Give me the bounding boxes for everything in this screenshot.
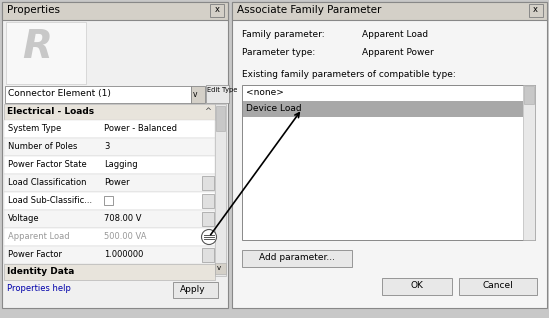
Text: Associate Family Parameter: Associate Family Parameter — [237, 5, 382, 15]
Bar — [4, 156, 215, 174]
Text: v: v — [217, 265, 221, 271]
Bar — [173, 282, 218, 298]
Text: Family parameter:: Family parameter: — [242, 30, 324, 39]
Bar — [5, 86, 191, 103]
Bar — [215, 263, 226, 274]
Text: Add parameter...: Add parameter... — [259, 253, 335, 262]
Text: Electrical - Loads: Electrical - Loads — [7, 107, 94, 116]
Bar — [232, 2, 547, 20]
Bar — [4, 138, 215, 156]
Bar — [202, 194, 214, 208]
Text: Edit Type: Edit Type — [207, 87, 237, 93]
Bar — [2, 2, 228, 308]
Bar — [191, 86, 205, 103]
Bar — [4, 264, 215, 280]
Bar — [210, 4, 224, 17]
Text: 3: 3 — [104, 142, 109, 151]
Bar — [529, 4, 543, 17]
Bar — [215, 104, 226, 276]
Bar — [4, 120, 215, 138]
Bar — [216, 106, 225, 131]
Bar — [4, 228, 215, 246]
Text: Power: Power — [104, 178, 130, 187]
Text: Voltage: Voltage — [8, 214, 40, 223]
Text: Device Load: Device Load — [246, 104, 301, 113]
Bar — [202, 212, 214, 226]
Bar — [524, 86, 534, 104]
Bar — [4, 192, 215, 210]
Text: <none>: <none> — [246, 88, 284, 97]
Bar — [2, 2, 228, 20]
Bar — [4, 210, 215, 228]
Bar — [243, 101, 523, 117]
Text: x: x — [533, 5, 538, 14]
Bar — [242, 250, 352, 267]
Text: Load Sub-Classific...: Load Sub-Classific... — [8, 196, 92, 205]
Text: Power Factor: Power Factor — [8, 250, 62, 259]
Text: x: x — [215, 5, 220, 14]
Bar — [242, 85, 535, 240]
Text: Parameter type:: Parameter type: — [242, 48, 315, 57]
Text: Power Factor State: Power Factor State — [8, 160, 87, 169]
Bar — [202, 248, 214, 262]
Text: OK: OK — [411, 281, 423, 290]
Text: R: R — [22, 28, 52, 66]
Bar — [104, 196, 113, 205]
Text: ^: ^ — [204, 107, 211, 116]
Text: Apply: Apply — [180, 285, 206, 294]
Bar — [459, 278, 537, 295]
Text: v: v — [193, 90, 198, 99]
Text: Apparent Power: Apparent Power — [362, 48, 434, 57]
Bar — [4, 104, 215, 120]
Text: Properties: Properties — [7, 5, 60, 15]
Text: Identity Data: Identity Data — [7, 267, 74, 276]
Bar — [202, 176, 214, 190]
Circle shape — [201, 230, 216, 245]
Bar — [4, 174, 215, 192]
Text: Number of Poles: Number of Poles — [8, 142, 77, 151]
Bar — [232, 2, 547, 308]
Text: 708.00 V: 708.00 V — [104, 214, 142, 223]
Text: Existing family parameters of compatible type:: Existing family parameters of compatible… — [242, 70, 456, 79]
Text: Cancel: Cancel — [483, 281, 513, 290]
Text: Lagging: Lagging — [104, 160, 138, 169]
Text: Apparent Load: Apparent Load — [362, 30, 428, 39]
Bar — [6, 22, 86, 84]
Text: 1.000000: 1.000000 — [104, 250, 143, 259]
Bar — [206, 85, 229, 103]
Text: Connector Element (1): Connector Element (1) — [8, 89, 111, 98]
Text: 500.00 VA: 500.00 VA — [104, 232, 147, 241]
Text: Properties help: Properties help — [7, 284, 71, 293]
Bar — [382, 278, 452, 295]
Bar — [4, 246, 215, 264]
Text: System Type: System Type — [8, 124, 61, 133]
Bar — [523, 85, 535, 240]
Text: Load Classification: Load Classification — [8, 178, 87, 187]
Text: Apparent Load: Apparent Load — [8, 232, 70, 241]
Text: Power - Balanced: Power - Balanced — [104, 124, 177, 133]
